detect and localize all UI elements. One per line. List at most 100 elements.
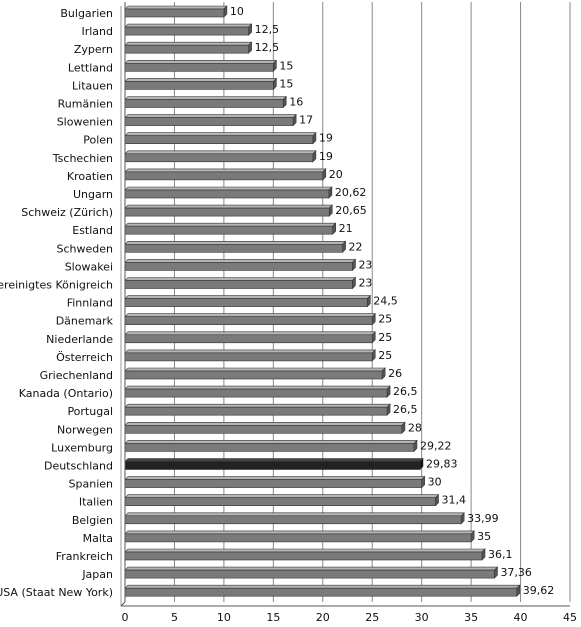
value-label: 23	[358, 258, 372, 271]
category-label: Malta	[83, 532, 113, 545]
bar	[124, 443, 415, 452]
bar-top	[124, 259, 357, 263]
bar	[124, 551, 483, 561]
labels: 0 5 10 15 20 25 30 35 40 45 Bulgarien 10 Irland 12,5 Z…	[0, 5, 577, 624]
bar	[124, 424, 403, 434]
value-label: 30	[428, 476, 442, 489]
x-tick-label: 5	[171, 611, 178, 624]
x-tick-label: 45	[563, 611, 577, 624]
category-label: Lettland	[68, 61, 113, 74]
category-label: Niederlande	[46, 333, 113, 346]
category-label: Spanien	[69, 478, 114, 491]
bar-top	[124, 204, 333, 209]
bar	[124, 225, 333, 235]
bar	[124, 280, 353, 289]
value-label: 15	[279, 59, 293, 72]
bar	[124, 370, 383, 380]
bar-top	[124, 295, 372, 299]
bar	[124, 26, 249, 36]
value-label: 35	[477, 530, 491, 543]
bar	[124, 461, 421, 470]
category-label: Slowakei	[65, 260, 113, 273]
bar-top	[124, 476, 426, 480]
value-label: 20,65	[335, 204, 367, 217]
bar-top	[124, 512, 465, 517]
bar	[124, 117, 294, 126]
bar-top	[124, 78, 278, 82]
value-label: 15	[279, 77, 293, 90]
bar-top	[124, 367, 386, 372]
bar	[124, 533, 472, 543]
value-label: 37,36	[500, 566, 531, 579]
x-tick-label: 40	[514, 611, 528, 624]
category-label: Deutschland	[44, 460, 113, 473]
bar-top	[124, 241, 347, 245]
bar	[124, 479, 422, 488]
category-label: Litauen	[72, 79, 113, 92]
bar-top	[124, 277, 357, 281]
bar	[124, 62, 274, 72]
bar	[124, 497, 436, 507]
category-label: Zypern	[74, 43, 113, 56]
bar-top	[124, 548, 486, 553]
value-label: 39,62	[523, 584, 555, 597]
value-label: 26,5	[393, 403, 418, 416]
category-label: Belgien	[72, 514, 113, 527]
axes	[120, 2, 570, 607]
bar-top	[124, 41, 253, 46]
category-label: Slowenien	[57, 116, 113, 129]
bar	[124, 153, 314, 163]
bar	[124, 316, 373, 326]
value-label: 12,5	[255, 41, 280, 54]
bar	[124, 515, 462, 525]
bar-top	[124, 494, 440, 499]
value-label: 21	[339, 222, 353, 235]
category-label: Tschechien	[52, 152, 113, 165]
category-label: Rumänien	[58, 98, 113, 111]
x-tick-label: 10	[217, 611, 231, 624]
bar-top	[124, 313, 376, 318]
x-tick-label: 35	[464, 611, 478, 624]
value-label: 36,1	[488, 548, 513, 561]
value-label: 19	[319, 150, 333, 163]
bar-top	[124, 566, 499, 571]
bar-top	[124, 132, 317, 136]
value-label: 20	[329, 168, 343, 181]
value-label: 23	[358, 277, 372, 290]
value-label: 25	[378, 331, 392, 344]
bar-top	[124, 421, 406, 426]
bar	[124, 569, 495, 579]
category-label: Irland	[81, 25, 113, 38]
category-label: Schweiz (Zürich)	[21, 206, 113, 219]
value-label: 19	[319, 132, 333, 145]
value-label: 16	[289, 96, 303, 109]
bar	[124, 334, 373, 344]
bar	[124, 171, 324, 181]
bar	[124, 8, 225, 18]
bar	[124, 189, 330, 199]
bar-top	[124, 584, 521, 589]
bar-top	[124, 331, 376, 336]
value-label: 29,22	[420, 439, 452, 452]
category-label: Ungarn	[73, 188, 113, 201]
value-label: 22	[349, 240, 363, 253]
category-label: USA (Staat New York)	[0, 586, 113, 599]
value-label: 29,83	[426, 458, 458, 471]
category-label: Portugal	[67, 405, 113, 418]
bar-top	[124, 385, 391, 390]
value-label: 12,5	[255, 23, 280, 36]
bar	[124, 388, 388, 398]
category-label: Norwegen	[57, 423, 113, 436]
bar-top	[124, 23, 253, 28]
axis-corner	[120, 601, 126, 607]
bar	[124, 587, 518, 597]
bar	[124, 81, 274, 90]
bar	[124, 244, 343, 253]
bars	[124, 5, 521, 597]
bar	[124, 262, 353, 271]
category-label: Österreich	[56, 351, 113, 364]
bar	[124, 352, 373, 362]
x-tick-label: 0	[122, 611, 129, 624]
bar	[124, 135, 314, 144]
